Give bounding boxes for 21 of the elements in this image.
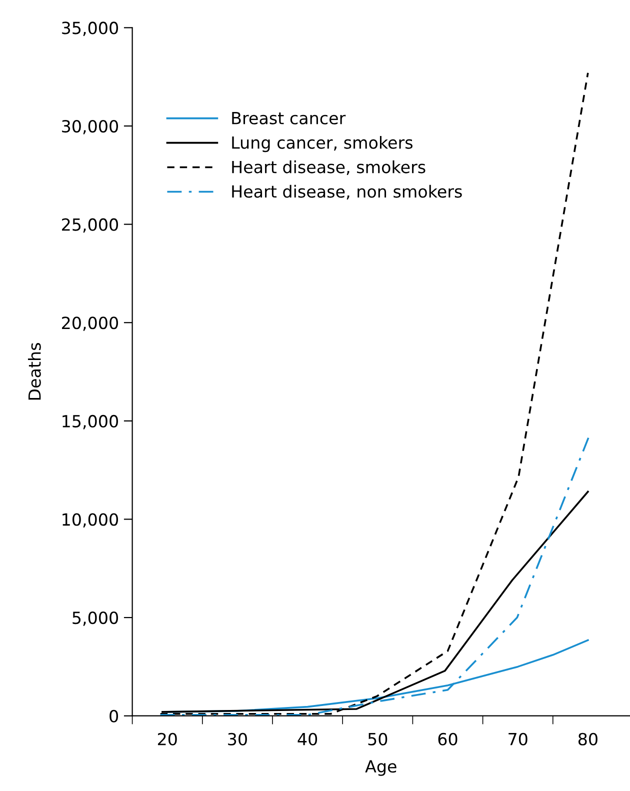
y-tick-label: 15,000 [62, 414, 118, 430]
x-axis-title: Age [365, 760, 396, 776]
x-tick-label: 70 [508, 732, 528, 746]
x-tick-label: 30 [228, 732, 247, 746]
y-tick-label: 0 [110, 710, 118, 722]
x-tick-label: 80 [578, 732, 598, 746]
x-tick-label: 20 [158, 732, 177, 746]
legend-label: Lung cancer, smokers [232, 136, 412, 152]
legend-label: Heart disease, non smokers [232, 184, 462, 200]
y-tick-label: 5,000 [72, 612, 118, 626]
x-tick-label: 50 [368, 732, 388, 746]
y-tick-label: 30,000 [62, 120, 118, 134]
legend-label: Heart disease, smokers [232, 160, 426, 176]
x-tick-label: 40 [298, 732, 318, 746]
y-tick-label: 10,000 [62, 513, 118, 528]
legend-label: Breast cancer [232, 112, 346, 124]
y-tick-label: 25,000 [62, 218, 118, 233]
y-axis-title: Deaths [28, 343, 41, 400]
y-tick-label: 35,000 [62, 22, 118, 36]
y-tick-label: 20,000 [62, 316, 118, 331]
x-tick-label: 60 [438, 732, 458, 746]
